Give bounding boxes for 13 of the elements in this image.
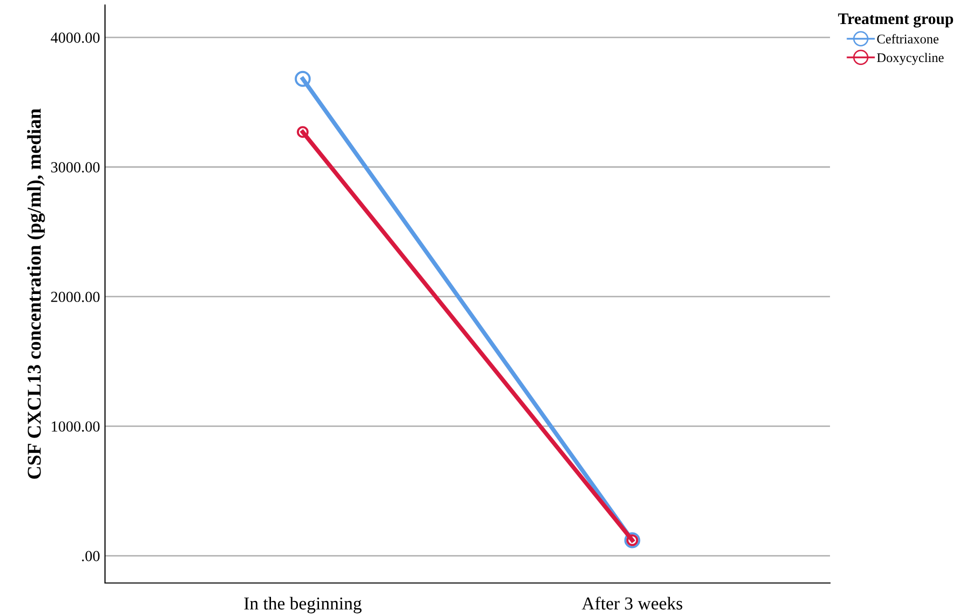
point [296,126,309,138]
legend-label: Doxycycline [877,52,944,65]
y-tick-label: .00 [82,550,100,562]
x-tick-label: In the beginning [244,596,362,614]
legend-label: Ceftriaxone [877,34,938,44]
y-tick-label: 4000.00 [50,32,100,43]
y-tick-label: 3000.00 [51,162,100,173]
y-axis-title: CSF CXCL13 concentration (pg/ml), median [27,108,45,479]
point [294,70,311,87]
y-tick-label: 1000.00 [52,421,100,432]
y-tick-label: 2000.00 [51,292,100,302]
x-tick-label: After 3 weeks [582,596,682,610]
legend-title: Treatment group [838,14,954,28]
